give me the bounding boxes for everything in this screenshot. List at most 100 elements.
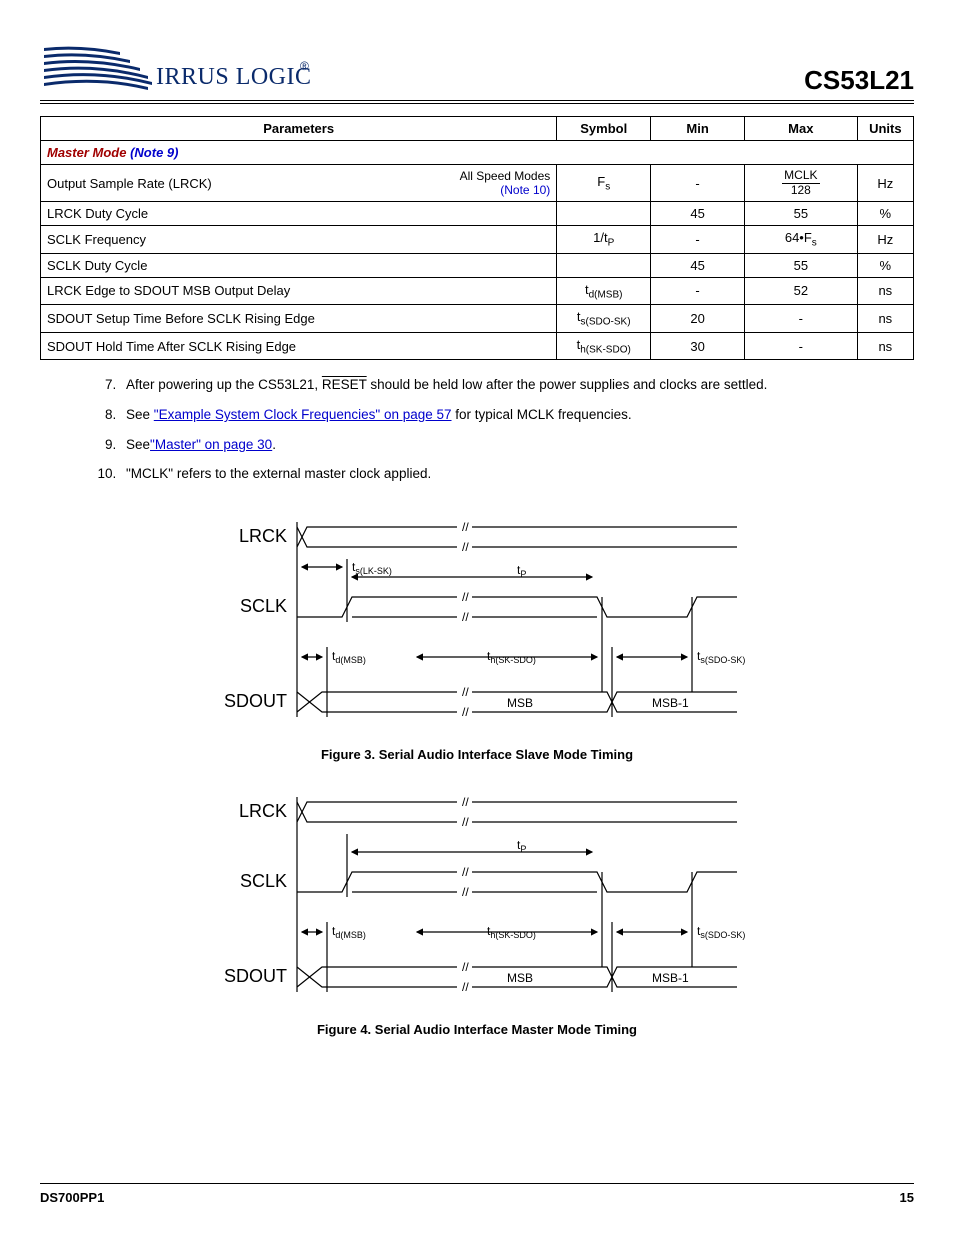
svg-text://: // — [462, 590, 469, 604]
param-cell: SCLK Frequency — [41, 226, 557, 254]
symbol-cell: td(MSB) — [557, 277, 651, 305]
param-right-top: All Speed Modes — [460, 169, 551, 183]
figure-4-caption: Figure 4. Serial Audio Interface Master … — [40, 1022, 914, 1037]
symbol-cell: Fs — [557, 165, 651, 202]
param-cell: LRCK Duty Cycle — [41, 202, 557, 226]
max-cell: - — [745, 305, 858, 333]
page-footer: DS700PP1 15 — [40, 1183, 914, 1205]
svg-text:td(MSB): td(MSB) — [332, 924, 366, 940]
table-header-row: Parameters Symbol Min Max Units — [41, 117, 914, 141]
product-title: CS53L21 — [804, 65, 914, 96]
page-header: IRRUS LOGIC ® CS53L21 — [40, 40, 914, 104]
figure-3-caption: Figure 3. Serial Audio Interface Slave M… — [40, 747, 914, 762]
units-cell: % — [857, 253, 913, 277]
spec-table: Parameters Symbol Min Max Units Master M… — [40, 116, 914, 360]
section-header-row: Master Mode (Note 9) — [41, 141, 914, 165]
max-cell: 55 — [745, 253, 858, 277]
cirrus-logo-svg: IRRUS LOGIC ® — [40, 40, 310, 96]
svg-text:th(SK-SDO): th(SK-SDO) — [487, 924, 536, 940]
units-cell: ns — [857, 277, 913, 305]
svg-text://: // — [462, 795, 469, 809]
svg-text:ts(LK-SK): ts(LK-SK) — [352, 560, 392, 576]
sig-sclk: SCLK — [240, 596, 287, 616]
min-cell: 45 — [651, 202, 745, 226]
svg-text://: // — [462, 685, 469, 699]
note-7: After powering up the CS53L21, RESET sho… — [120, 372, 914, 398]
table-row: Output Sample Rate (LRCK) All Speed Mode… — [41, 165, 914, 202]
symbol-cell: ts(SDO-SK) — [557, 305, 651, 333]
units-cell: Hz — [857, 165, 913, 202]
msb1-label: MSB-1 — [652, 971, 689, 985]
svg-text://: // — [462, 540, 469, 554]
table-row: SCLK Duty Cycle 45 55 % — [41, 253, 914, 277]
max-cell: 64•Fs — [745, 226, 858, 254]
table-row: LRCK Duty Cycle 45 55 % — [41, 202, 914, 226]
th-parameters: Parameters — [41, 117, 557, 141]
min-cell: - — [651, 226, 745, 254]
note-10: "MCLK" refers to the external master clo… — [120, 461, 914, 487]
timing-diagram-3: // // // // // / — [197, 517, 757, 737]
units-cell: Hz — [857, 226, 913, 254]
figure-3: // // // // // / — [40, 517, 914, 762]
th-max: Max — [745, 117, 858, 141]
sig-sdout: SDOUT — [224, 691, 287, 711]
section-label: Master Mode — [47, 145, 126, 160]
svg-text://: // — [462, 885, 469, 899]
param-cell: SDOUT Setup Time Before SCLK Rising Edge — [41, 305, 557, 333]
notes-list: After powering up the CS53L21, RESET sho… — [120, 372, 914, 487]
min-cell: 20 — [651, 305, 745, 333]
symbol-cell — [557, 202, 651, 226]
sig-sdout: SDOUT — [224, 966, 287, 986]
min-cell: 30 — [651, 332, 745, 360]
svg-text:td(MSB): td(MSB) — [332, 649, 366, 665]
min-cell: - — [651, 165, 745, 202]
svg-text:ts(SDO-SK): ts(SDO-SK) — [697, 924, 745, 940]
note-8: See "Example System Clock Frequencies" o… — [120, 402, 914, 428]
svg-text://: // — [462, 705, 469, 719]
svg-text:ts(SDO-SK): ts(SDO-SK) — [697, 649, 745, 665]
symbol-cell: 1/tP — [557, 226, 651, 254]
section-header-cell: Master Mode (Note 9) — [41, 141, 914, 165]
svg-text://: // — [462, 865, 469, 879]
param-cell: SCLK Duty Cycle — [41, 253, 557, 277]
sig-lrck: LRCK — [239, 801, 287, 821]
section-note-link[interactable]: (Note 9) — [130, 145, 178, 160]
msb-label: MSB — [507, 696, 533, 710]
sig-sclk: SCLK — [240, 871, 287, 891]
max-cell: - — [745, 332, 858, 360]
min-cell: - — [651, 277, 745, 305]
note-10-link[interactable]: (Note 10) — [500, 183, 550, 197]
th-units: Units — [857, 117, 913, 141]
units-cell: ns — [857, 332, 913, 360]
msb-label: MSB — [507, 971, 533, 985]
svg-text://: // — [462, 610, 469, 624]
logo-reg: ® — [300, 59, 309, 73]
table-row: SDOUT Hold Time After SCLK Rising Edge t… — [41, 332, 914, 360]
link-master[interactable]: "Master" on page 30 — [150, 437, 272, 452]
units-cell: ns — [857, 305, 913, 333]
th-symbol: Symbol — [557, 117, 651, 141]
logo-text: IRRUS LOGIC — [156, 64, 310, 90]
table-row: LRCK Edge to SDOUT MSB Output Delay td(M… — [41, 277, 914, 305]
param-text: Output Sample Rate (LRCK) — [47, 176, 212, 191]
symbol-cell — [557, 253, 651, 277]
svg-text://: // — [462, 980, 469, 994]
min-cell: 45 — [651, 253, 745, 277]
max-cell: MCLK128 — [745, 165, 858, 202]
max-cell: 52 — [745, 277, 858, 305]
svg-text://: // — [462, 960, 469, 974]
figure-4: // // // // // // LRCK S — [40, 792, 914, 1037]
param-cell: SDOUT Hold Time After SCLK Rising Edge — [41, 332, 557, 360]
th-min: Min — [651, 117, 745, 141]
cirrus-logo: IRRUS LOGIC ® — [40, 40, 310, 96]
timing-diagram-4: // // // // // // LRCK S — [197, 792, 757, 1012]
svg-text://: // — [462, 520, 469, 534]
table-row: SDOUT Setup Time Before SCLK Rising Edge… — [41, 305, 914, 333]
msb1-label: MSB-1 — [652, 696, 689, 710]
max-cell: 55 — [745, 202, 858, 226]
link-clock-freq[interactable]: "Example System Clock Frequencies" on pa… — [154, 407, 452, 422]
svg-text:tP: tP — [517, 563, 526, 579]
symbol-cell: th(SK-SDO) — [557, 332, 651, 360]
note-9: See"Master" on page 30. — [120, 432, 914, 458]
reset-signal: RESET — [322, 377, 367, 392]
